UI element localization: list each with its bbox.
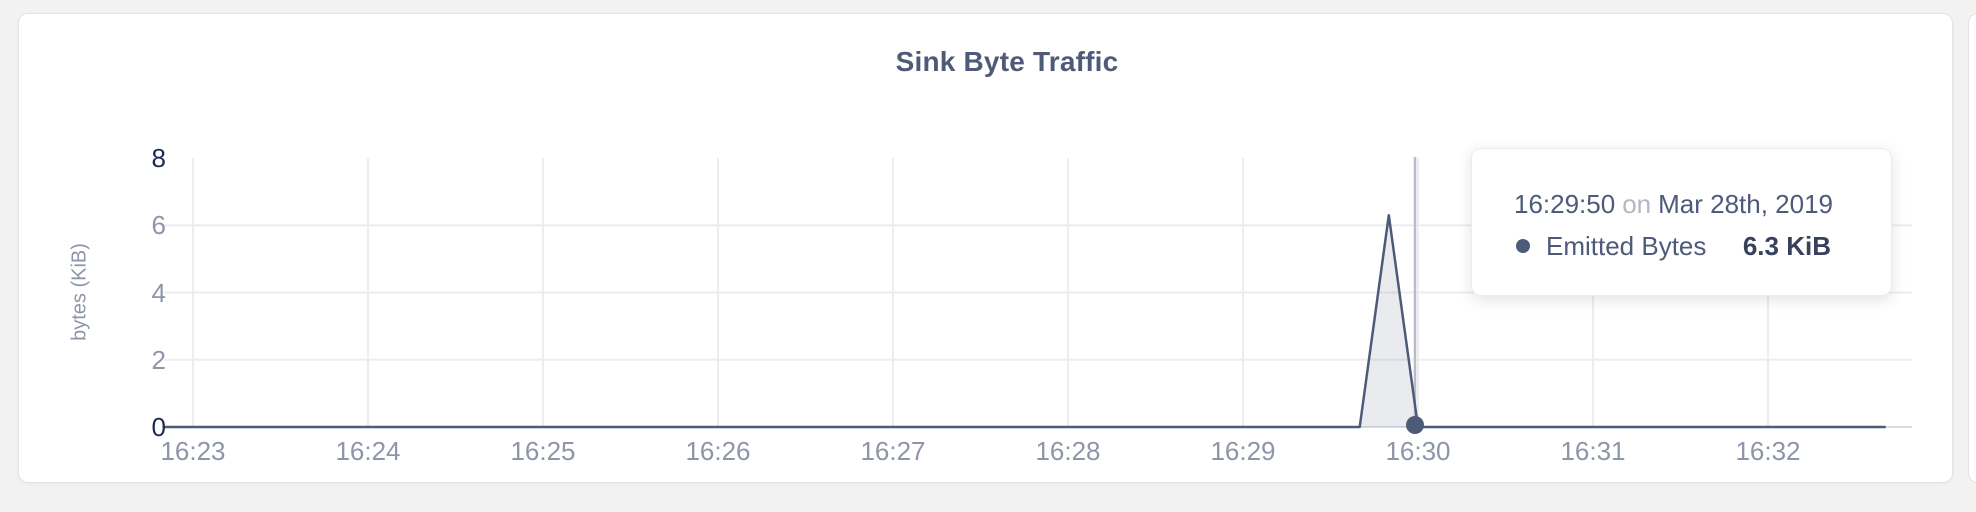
tooltip-time: 16:29:50	[1513, 188, 1616, 219]
y-tick-label: 8	[151, 143, 166, 173]
series-line	[162, 213, 1886, 429]
tooltip-series-row: Emitted Bytes 6.3 KiB	[1516, 231, 1831, 262]
highlight-point-dot	[1406, 416, 1424, 434]
x-tick-label: 16:29	[1210, 436, 1276, 466]
chart-title: Sink Byte Traffic	[895, 46, 1119, 77]
series-dot-icon	[1516, 239, 1530, 253]
y-tick-label: 0	[151, 412, 166, 442]
chart-tooltip: 16:29:50 on Mar 28th, 2019 Emitted Bytes…	[1471, 148, 1892, 296]
adjacent-card-edge	[1968, 13, 1976, 483]
x-tick-label: 16:26	[685, 436, 751, 466]
tooltip-value: 6.3 KiB	[1742, 230, 1831, 261]
y-tick-label: 6	[151, 210, 166, 241]
x-tick-label: 16:24	[335, 436, 401, 466]
x-tick-label: 16:32	[1735, 436, 1801, 466]
tooltip-timestamp: 16:29:50 on Mar 28th, 2019	[1513, 188, 1834, 220]
x-tick-label: 16:30	[1385, 436, 1451, 466]
x-tick-label: 16:25	[510, 436, 576, 466]
x-tick-label: 16:27	[860, 436, 926, 466]
y-tick-label: 4	[151, 277, 166, 308]
x-tick-label: 16:23	[160, 436, 226, 466]
x-tick-label: 16:31	[1560, 436, 1626, 466]
y-tick-label: 2	[151, 344, 166, 375]
tooltip-conjunction: on	[1622, 188, 1652, 219]
x-tick-label: 16:28	[1035, 436, 1101, 466]
tooltip-date: Mar 28th, 2019	[1658, 188, 1834, 219]
tooltip-series-label: Emitted Bytes	[1546, 230, 1707, 261]
